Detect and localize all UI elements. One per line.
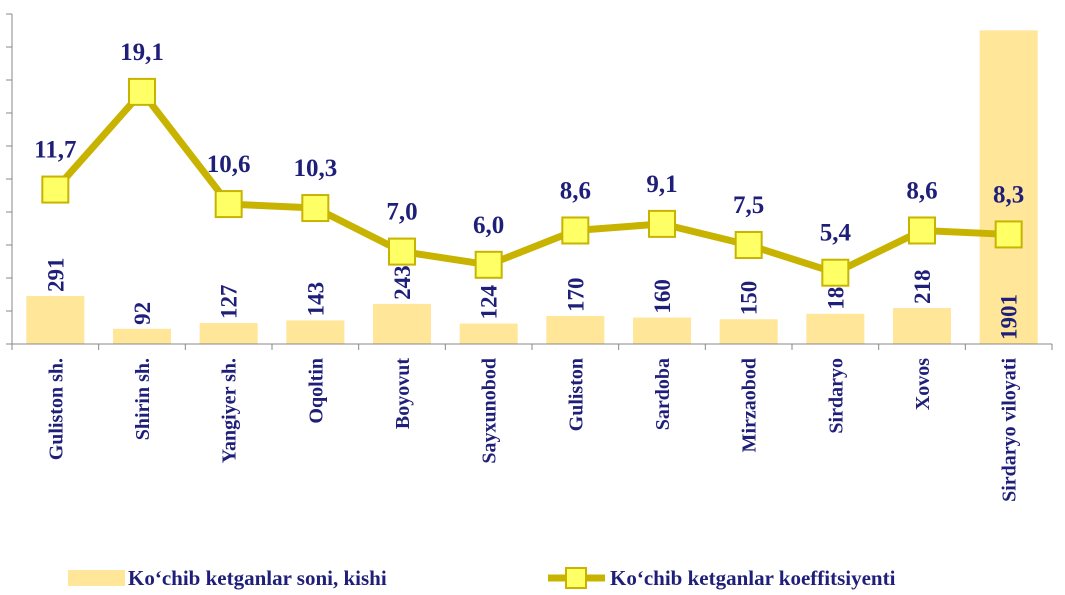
- x-tick-label: Mirzaobod: [739, 358, 761, 452]
- marker: [214, 190, 243, 219]
- bar-value-label: 243: [390, 265, 415, 300]
- bar-value-label: 1901: [997, 294, 1022, 340]
- legend-label: Ko‘chib ketganlar koeffitsiyenti: [610, 566, 896, 590]
- line-value-label: 10,3: [293, 155, 337, 182]
- line-value-label: 8,6: [560, 177, 591, 204]
- bar: [199, 323, 258, 344]
- bar-value-label: 127: [217, 285, 242, 320]
- bar: [26, 295, 85, 344]
- bar: [633, 317, 691, 344]
- marker: [821, 258, 850, 287]
- line-value-label: 7,0: [386, 199, 417, 226]
- bar-value-label: 160: [650, 279, 675, 314]
- bar: [719, 319, 778, 344]
- marker: [648, 209, 676, 238]
- bar-value-label: 92: [130, 302, 155, 325]
- x-tick-label: Boyovut: [392, 358, 414, 429]
- x-tick-label: Oqoltin: [305, 358, 327, 424]
- x-tick-label: Sardoba: [652, 358, 674, 430]
- marker: [908, 216, 936, 245]
- bar-value-label: 170: [563, 277, 588, 312]
- legend-label: Ko‘chib ketganlar soni, kishi: [128, 566, 387, 590]
- bar: [979, 30, 1038, 345]
- marker: [994, 220, 1023, 249]
- bar: [459, 323, 518, 344]
- line-value-label: 11,7: [34, 137, 76, 164]
- marker: [561, 216, 590, 245]
- line-value-label: 5,4: [820, 220, 852, 247]
- bar-value-label: 124: [477, 285, 502, 320]
- x-tick-label: Guliston sh.: [45, 358, 67, 460]
- line-value-label: 9,1: [646, 171, 677, 198]
- line-value-label: 8,3: [993, 181, 1024, 208]
- line-value-label: 19,1: [120, 39, 164, 66]
- bar: [893, 308, 951, 344]
- line: [52, 88, 1009, 277]
- bar-value-label: 143: [303, 282, 328, 317]
- bar: [113, 328, 171, 344]
- line-value-label: 7,5: [733, 192, 764, 219]
- marker: [388, 237, 416, 266]
- x-tick-label: Sirdaryo: [825, 358, 847, 434]
- legend-swatch: [68, 570, 125, 586]
- bar: [546, 315, 605, 344]
- marker: [128, 77, 156, 106]
- x-tick-label: Guliston: [565, 358, 587, 431]
- line-value-label: 6,0: [473, 212, 504, 239]
- legend-marker: [565, 567, 587, 589]
- marker: [41, 175, 70, 204]
- marker: [474, 250, 503, 279]
- bar-value-label: 218: [910, 270, 935, 305]
- line-value-label: 10,6: [207, 151, 251, 178]
- x-tick-label: Xovos: [912, 358, 934, 410]
- marker: [734, 231, 763, 259]
- bar-value-label: 291: [43, 257, 68, 292]
- x-tick-label: Yangiyer sh.: [219, 358, 241, 463]
- bar-value-label: 150: [737, 281, 762, 316]
- x-tick-label: Sayxunobod: [479, 358, 501, 464]
- bar: [806, 313, 865, 344]
- line-value-label: 8,6: [906, 177, 937, 204]
- x-tick-label: Shirin sh.: [132, 358, 154, 440]
- bar: [373, 303, 431, 344]
- bar: [286, 320, 345, 344]
- marker: [301, 194, 330, 223]
- x-tick-label: Sirdaryo viloyati: [999, 358, 1021, 502]
